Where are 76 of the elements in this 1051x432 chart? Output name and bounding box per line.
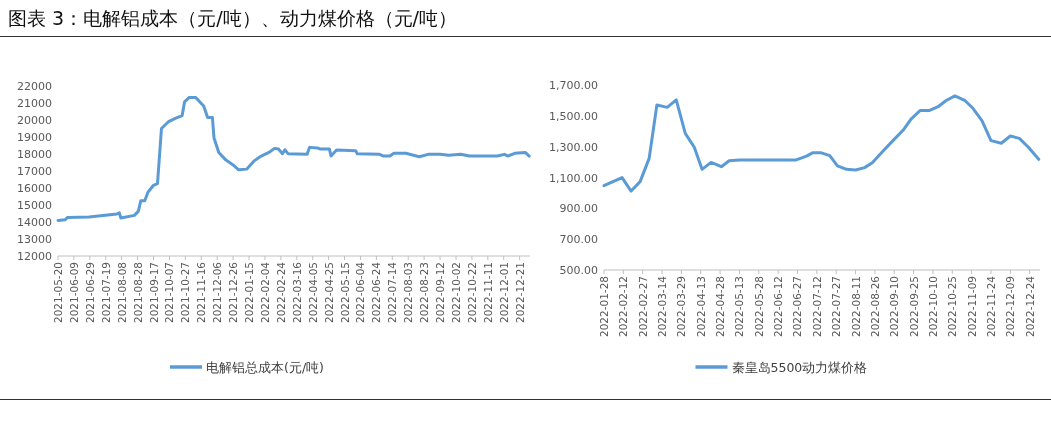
y-tick-label: 1,100.00 bbox=[549, 171, 598, 185]
x-tick-label: 2022-11-09 bbox=[965, 276, 978, 338]
x-tick-label: 2022-03-14 bbox=[656, 275, 669, 338]
x-tick-label: 2022-03-29 bbox=[675, 276, 688, 338]
y-tick-label: 1,700.00 bbox=[549, 79, 598, 92]
y-tick-label: 22000 bbox=[17, 80, 52, 93]
x-tick-label: 2022-01-28 bbox=[598, 276, 610, 338]
y-tick-label: 700.00 bbox=[559, 233, 598, 247]
y-tick-label: 21000 bbox=[17, 97, 52, 110]
y-tick-label: 19000 bbox=[17, 131, 52, 144]
legend-label: 秦皇岛5500动力煤价格 bbox=[731, 360, 868, 375]
x-tick-label: 2022-08-26 bbox=[868, 275, 881, 338]
x-tick-label: 2022-06-12 bbox=[772, 276, 785, 338]
x-tick-label: 2022-06-24 bbox=[370, 261, 383, 324]
x-tick-label: 2022-03-16 bbox=[290, 261, 303, 324]
x-tick-label: 2022-08-11 bbox=[849, 276, 862, 338]
x-tick-label: 2022-12-01 bbox=[497, 262, 510, 324]
x-tick-label: 2022-04-05 bbox=[306, 262, 319, 324]
y-tick-label: 13000 bbox=[17, 233, 52, 246]
x-tick-label: 2022-12-09 bbox=[1004, 276, 1017, 338]
x-tick-label: 2022-02-24 bbox=[274, 261, 287, 324]
x-tick-label: 2021-12-26 bbox=[227, 261, 240, 324]
y-tick-label: 1,300.00 bbox=[549, 140, 598, 154]
x-tick-label: 2022-10-10 bbox=[926, 276, 939, 338]
x-tick-label: 2022-08-03 bbox=[402, 262, 415, 324]
x-tick-label: 2021-07-19 bbox=[99, 262, 112, 324]
legend-label: 电解铝总成本(元/吨) bbox=[206, 360, 324, 375]
x-tick-label: 2022-02-04 bbox=[258, 261, 271, 324]
x-tick-label: 2021-08-28 bbox=[131, 262, 144, 324]
x-tick-label: 2022-08-23 bbox=[418, 262, 431, 324]
x-tick-label: 2022-11-24 bbox=[984, 275, 997, 338]
line-series bbox=[56, 95, 531, 222]
x-tick-label: 2022-12-21 bbox=[513, 262, 526, 324]
chart-title: 图表 3：电解铝成本（元/吨）、动力煤价格（元/吨） bbox=[8, 6, 457, 31]
x-tick-label: 2021-08-08 bbox=[115, 262, 128, 324]
x-tick-label: 2022-05-13 bbox=[733, 276, 746, 338]
y-tick-label: 14000 bbox=[17, 216, 52, 229]
x-tick-label: 2022-09-12 bbox=[434, 262, 447, 324]
x-tick-label: 2022-01-15 bbox=[243, 262, 256, 324]
y-tick-label: 20000 bbox=[17, 114, 52, 127]
x-tick-label: 2022-02-12 bbox=[617, 276, 630, 338]
x-tick-label: 2022-07-12 bbox=[810, 276, 823, 338]
x-tick-label: 2021-10-27 bbox=[179, 262, 192, 324]
x-tick-label: 2022-12-24 bbox=[1023, 275, 1036, 338]
x-tick-label: 2022-05-28 bbox=[752, 276, 765, 338]
x-tick-label: 2022-05-15 bbox=[338, 262, 351, 324]
x-tick-label: 2022-04-13 bbox=[694, 276, 707, 338]
line-series bbox=[602, 94, 1041, 193]
x-tick-label: 2021-09-17 bbox=[147, 262, 160, 324]
y-tick-label: 18000 bbox=[17, 148, 52, 161]
y-tick-label: 16000 bbox=[17, 182, 52, 195]
x-tick-label: 2021-11-16 bbox=[195, 261, 208, 324]
x-tick-label: 2022-10-25 bbox=[946, 276, 959, 338]
y-tick-label: 17000 bbox=[17, 165, 52, 178]
x-tick-label: 2021-10-07 bbox=[163, 262, 176, 324]
x-tick-label: 2021-12-06 bbox=[211, 261, 224, 324]
x-tick-label: 2021-06-29 bbox=[83, 262, 96, 324]
x-tick-label: 2022-10-22 bbox=[465, 262, 478, 324]
x-tick-label: 2021-05-20 bbox=[52, 262, 64, 324]
x-tick-label: 2021-06-09 bbox=[67, 262, 80, 324]
x-tick-label: 2022-06-04 bbox=[354, 261, 367, 324]
x-tick-label: 2022-04-28 bbox=[714, 276, 727, 338]
x-tick-label: 2022-02-27 bbox=[636, 276, 649, 338]
x-tick-label: 2022-07-27 bbox=[830, 276, 843, 338]
y-tick-label: 15000 bbox=[17, 199, 52, 212]
y-tick-label: 12000 bbox=[17, 250, 52, 263]
x-tick-label: 2022-09-25 bbox=[907, 276, 920, 338]
x-tick-label: 2022-10-02 bbox=[449, 262, 462, 324]
y-tick-label: 900.00 bbox=[559, 202, 598, 216]
x-tick-label: 2022-04-25 bbox=[322, 262, 335, 324]
y-tick-label: 1,500.00 bbox=[549, 109, 598, 123]
x-tick-label: 2022-11-11 bbox=[481, 262, 494, 324]
x-tick-label: 2022-09-10 bbox=[888, 276, 901, 338]
y-tick-label: 500.00 bbox=[559, 264, 598, 277]
x-tick-label: 2022-06-27 bbox=[791, 276, 804, 338]
x-tick-label: 2022-07-14 bbox=[386, 261, 399, 324]
